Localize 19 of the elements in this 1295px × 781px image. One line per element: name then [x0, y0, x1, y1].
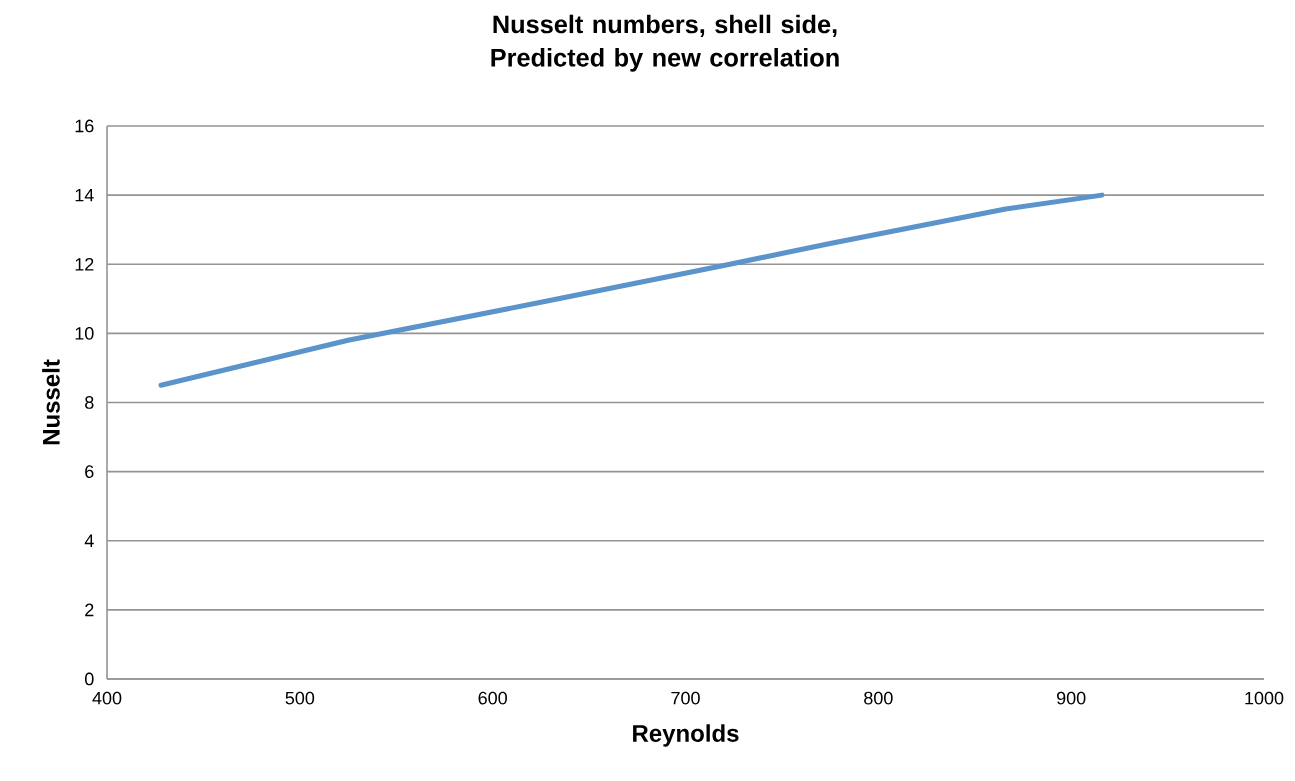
- y-tick-label: 2: [85, 603, 94, 617]
- y-tick-label: 8: [85, 396, 94, 409]
- x-tick-label: 500: [285, 691, 315, 705]
- y-tick-label: 16: [75, 119, 94, 133]
- y-axis-title: Nusselt: [42, 359, 60, 445]
- y-tick-label: 4: [84, 534, 94, 547]
- y-tick-label: 12: [75, 257, 94, 271]
- x-tick-label: 800: [864, 691, 893, 705]
- x-tick-label: 600: [478, 691, 507, 705]
- x-tick-label: 900: [1056, 691, 1086, 705]
- y-tick-label: 14: [75, 188, 94, 202]
- x-tick-label: 700: [671, 691, 700, 705]
- y-tick-label: 0: [85, 672, 94, 686]
- x-tick-label: 400: [92, 691, 122, 705]
- y-tick-label: 6: [85, 465, 94, 478]
- chart-title: Nusselt numbers, shell side, Predicted by new correlation: [491, 14, 839, 72]
- x-axis-title: Reynolds: [633, 724, 739, 747]
- y-tick-label: 10: [75, 326, 94, 340]
- x-tick-label: 1000: [1245, 691, 1284, 705]
